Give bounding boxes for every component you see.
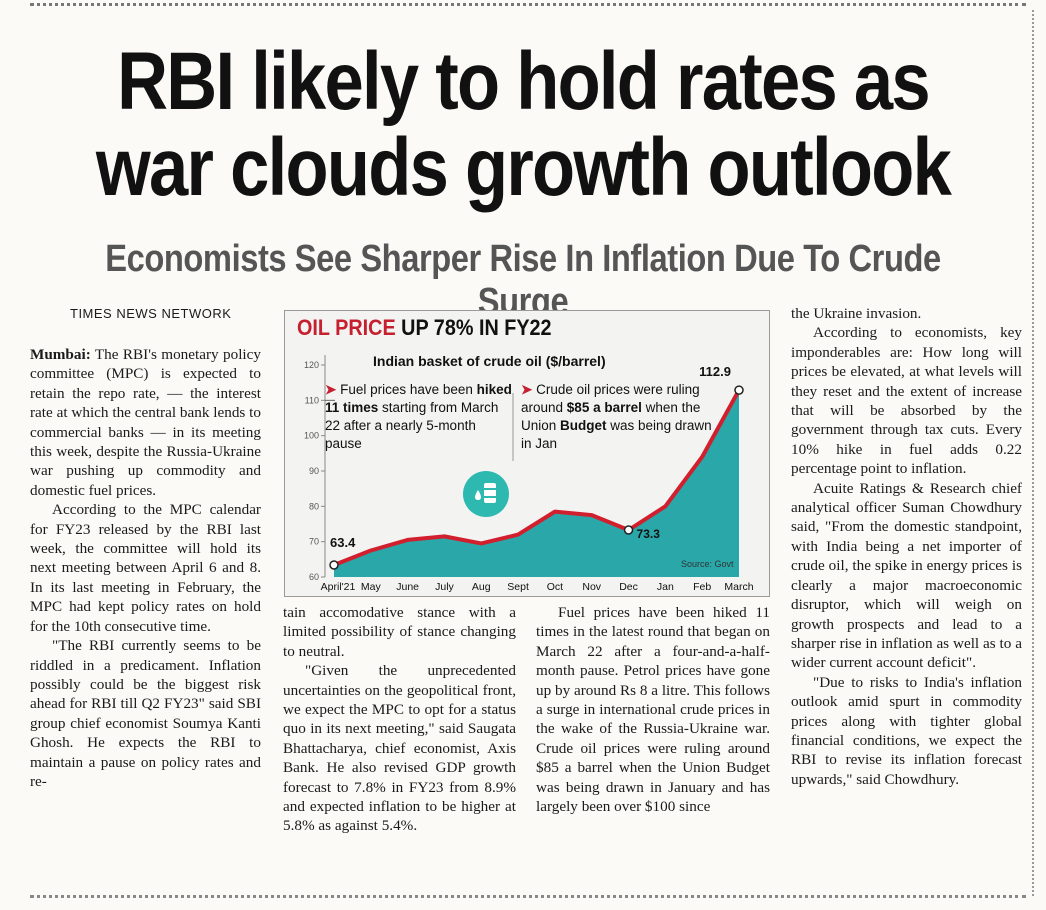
paragraph-text: The RBI's monetary policy committee (MPC… [30,346,261,499]
bottom-rule [30,895,1026,898]
annotation-text: starting from March 22 after a nearly 5-… [325,400,499,451]
annotation-bold: $85 a barrel [566,400,642,415]
annotation-text: when the Union [521,400,701,433]
annotation-text: Fuel prices have been [340,382,477,397]
x-tick-label: June [396,581,419,593]
annotation-bold: Budget [560,418,607,433]
paragraph: the Ukraine invasion. [791,305,922,322]
y-tick-label: 100 [304,431,319,441]
data-label-start: 63.4 [330,535,356,550]
data-point [329,560,339,570]
y-tick-label: 70 [309,537,319,547]
paragraph: "Given the unprecedented uncertainties o… [283,662,516,835]
arrow-icon: ➤ [521,382,533,397]
annotation-text: Crude oil prices were ruling around [521,382,700,415]
headline-line-1: RBI likely to hold rates as [117,36,931,127]
data-label-low: 73.3 [637,527,661,541]
y-tick-label: 90 [309,466,319,476]
paragraph: According to the MPC calendar for FY23 r… [30,501,261,635]
x-tick-label: Dec [619,581,638,593]
paragraph: Acuite Ratings & Research chief analytic… [791,479,1022,672]
chart-line [333,389,741,567]
x-tick-label: Oct [547,581,563,593]
column-1: Mumbai: The RBI's monetary policy commit… [30,345,261,791]
column-4: the Ukraine invasion. According to econo… [791,304,1022,789]
top-rule [30,3,1026,6]
paragraph: Fuel prices have been hiked 11 times in … [536,604,770,816]
data-label-end: 112.9 [699,364,731,379]
dateline: Mumbai: [30,346,91,363]
oil-price-chart: 60 70 80 90 100 110 120 April'21 May June July Aug S… [284,310,770,597]
x-tick-label: Nov [582,581,601,593]
x-tick-label: Feb [693,581,711,593]
arrow-icon: ➤ [325,382,337,397]
annotation-budget: ➤ Crude oil prices were ruling around $8… [521,381,721,453]
annotation-text: was being drawn in Jan [521,418,712,451]
x-tick-label: March [724,581,753,593]
paragraph: tain accomodative stance with a limited … [283,604,516,660]
chart-title-highlight: OIL PRICE [297,315,396,340]
data-point [623,525,634,535]
right-rule [1032,10,1034,896]
chart-area [334,390,739,577]
column-3: Fuel prices have been hiked 11 times in … [536,603,770,816]
paragraph: "Due to risks to India's inflation outlo… [791,673,1022,788]
y-tick-label: 120 [304,360,319,370]
y-tick-label: 80 [309,501,319,511]
chart-subtitle: Indian basket of crude oil ($/barrel) [373,353,606,369]
x-tick-label: Aug [472,581,491,593]
x-tick-label: Sept [507,581,529,593]
x-tick-label: May [361,581,382,593]
y-tick-label: 60 [309,572,319,582]
x-tick-label: Jan [657,581,674,593]
column-2: tain accomodative stance with a limited … [283,603,516,836]
chart-title: OIL PRICE UP 78% IN FY22 [297,315,552,341]
oil-barrel-icon [463,471,509,517]
chart-title-rest: UP 78% IN FY22 [395,315,552,340]
annotation-fuel-hikes: ➤ Fuel prices have been hiked 11 times s… [325,381,515,453]
x-tick-label: July [435,581,454,593]
paragraph: "The RBI currently seems to be riddled i… [30,637,261,790]
chart-source: Source: Govt [681,559,734,569]
annotation-bold: hiked 11 times [325,382,512,415]
data-point [734,385,744,395]
x-tick-label: April'21 [321,581,356,593]
y-tick-label: 110 [305,395,319,405]
chart-plot: 60 70 80 90 100 110 120 April'21 May June July Aug S… [304,355,754,593]
subheadline: Economists See Sharper Rise In Inflation… [105,238,941,323]
byline: TIMES NEWS NETWORK [70,306,232,321]
paragraph: Mumbai: The RBI's monetary policy commit… [30,345,261,500]
paragraph: According to economists, key imponderabl… [791,324,1022,478]
headline-line-2: war clouds growth outlook [95,122,952,213]
